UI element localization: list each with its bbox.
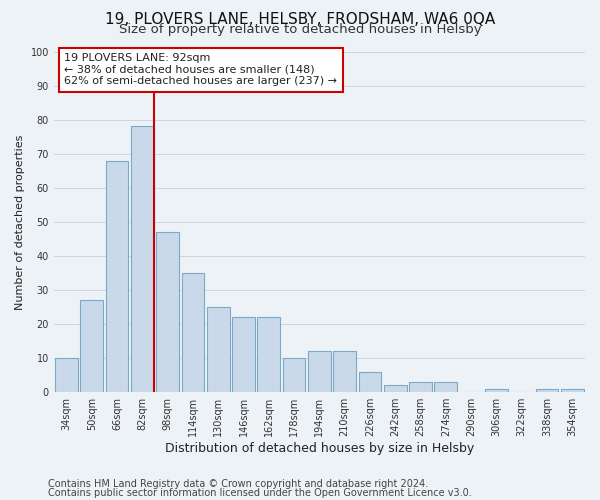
Bar <box>334 352 356 392</box>
Bar <box>156 232 179 392</box>
Text: Contains public sector information licensed under the Open Government Licence v3: Contains public sector information licen… <box>48 488 472 498</box>
Bar <box>409 382 432 392</box>
Bar <box>182 273 205 392</box>
Bar <box>308 352 331 392</box>
Bar <box>283 358 305 392</box>
Bar <box>485 389 508 392</box>
Bar <box>131 126 154 392</box>
Text: Contains HM Land Registry data © Crown copyright and database right 2024.: Contains HM Land Registry data © Crown c… <box>48 479 428 489</box>
Bar <box>232 318 255 392</box>
Text: Size of property relative to detached houses in Helsby: Size of property relative to detached ho… <box>119 24 481 36</box>
Bar <box>80 300 103 392</box>
Bar <box>55 358 78 392</box>
Bar <box>434 382 457 392</box>
Text: 19, PLOVERS LANE, HELSBY, FRODSHAM, WA6 0QA: 19, PLOVERS LANE, HELSBY, FRODSHAM, WA6 … <box>105 12 495 28</box>
Bar <box>384 386 407 392</box>
Bar <box>561 389 584 392</box>
Bar <box>536 389 559 392</box>
X-axis label: Distribution of detached houses by size in Helsby: Distribution of detached houses by size … <box>165 442 474 455</box>
Y-axis label: Number of detached properties: Number of detached properties <box>15 134 25 310</box>
Bar <box>359 372 382 392</box>
Bar <box>257 318 280 392</box>
Bar <box>207 307 230 392</box>
Bar <box>106 160 128 392</box>
Text: 19 PLOVERS LANE: 92sqm
← 38% of detached houses are smaller (148)
62% of semi-de: 19 PLOVERS LANE: 92sqm ← 38% of detached… <box>64 53 337 86</box>
